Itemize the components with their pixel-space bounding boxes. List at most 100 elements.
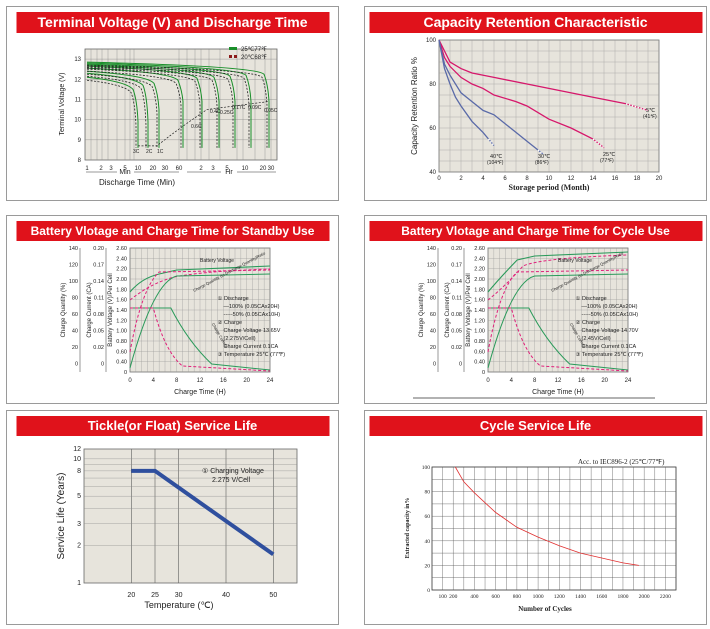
note-line: —100% (0.05CAx20H) <box>224 304 280 310</box>
charge-quantity-curve <box>129 273 271 369</box>
discharge-curve-25c <box>86 61 270 148</box>
note-line: ② Charge <box>218 319 243 326</box>
battery-voltage-curve <box>129 265 271 293</box>
y3-tick-label: 0 <box>124 370 127 376</box>
series-label-f: (77℉) <box>600 158 614 164</box>
x-tick-label: 16 <box>578 378 585 384</box>
series-label: 25℃ <box>603 152 616 158</box>
y-tick-label: 12 <box>73 446 81 453</box>
x-tick-label: 2 <box>459 176 463 182</box>
y-tick-label: 8 <box>78 158 82 164</box>
y3-tick-label: 1.80 <box>116 287 127 293</box>
x-tick-label: 30 <box>162 166 169 172</box>
discharge-curve-20c <box>86 70 182 148</box>
note-line-2: 2.275 V/Cell <box>212 477 251 484</box>
y3-tick-label: 0.40 <box>116 360 127 366</box>
x-tick-label: 1 <box>85 166 89 172</box>
y2-tick-label: 0.05 <box>93 328 104 334</box>
curve-label: 3C <box>133 149 140 155</box>
x-tick-label: 2 <box>99 166 103 172</box>
y1-tick-label: 40 <box>72 328 78 334</box>
x-tick-label: 2 <box>199 166 203 172</box>
y1-axis-label: Charge Quantity (%) <box>61 283 67 338</box>
curve-label: 0.09C <box>248 105 262 111</box>
x-tick-label: 5 <box>123 166 127 172</box>
x-axis-label: Charge Time (H) <box>174 389 226 396</box>
y3-tick-label: 1.60 <box>474 298 485 304</box>
curve-label: 0.05C <box>264 108 278 114</box>
discharge-curve-25c <box>86 72 149 148</box>
discharge-curve-25c <box>86 67 184 148</box>
x-tick-label: 10 <box>135 166 142 172</box>
discharge-curve-20c <box>86 79 137 148</box>
y-axis-label: Extracted capacity in% <box>405 498 411 559</box>
y-tick-label: 60 <box>425 514 431 520</box>
panel-standby-charge: Battery Vlotage and Charge Time for Stan… <box>6 215 339 404</box>
note-line: Charge Current 0.1CA <box>582 344 637 350</box>
discharge-curve-25c <box>86 64 220 148</box>
x-tick-label: 20 <box>656 176 663 182</box>
curve-label: 2C <box>146 149 153 155</box>
x-tick-label: 800 <box>513 594 522 600</box>
x-tick-label: 12 <box>555 378 562 384</box>
battery-voltage-label: Battery Voltage <box>200 258 234 264</box>
discharge-curve-20c <box>86 68 201 148</box>
y3-axis-label: Battery Voltage (V)/Per Cell <box>108 273 114 346</box>
y3-tick-label: 1.40 <box>474 308 485 314</box>
x-tick-label: 1400 <box>575 594 586 600</box>
y-tick-label: 40 <box>425 539 431 545</box>
y1-axis-label: Charge Quantity (%) <box>419 283 425 338</box>
note-line: (2.45V/Cell) <box>582 336 611 342</box>
y1-tick-label: 120 <box>427 262 436 268</box>
x-tick-label: 12 <box>197 378 204 384</box>
x-tick-label: 4 <box>152 378 156 384</box>
retention-curve <box>438 39 649 112</box>
y-tick-label: 1 <box>77 580 81 587</box>
series-label: 40℃ <box>490 154 503 160</box>
x-tick-label: 16 <box>220 378 227 384</box>
discharge-curve-20c <box>86 73 158 148</box>
x-tick-label: 100 <box>438 594 447 600</box>
retention-curve <box>438 39 495 147</box>
y1-tick-label: 80 <box>430 295 436 301</box>
y2-tick-label: 0 <box>459 361 462 367</box>
y3-tick-label: 0.80 <box>474 339 485 345</box>
y-tick-label: 10 <box>74 118 81 124</box>
x-tick-label: 20 <box>601 378 608 384</box>
y-tick-label: 60 <box>429 126 436 132</box>
y2-tick-label: 0.08 <box>93 312 104 318</box>
y-tick-label: 5 <box>77 493 81 500</box>
y2-axis-label: Charge Current (CA) <box>87 282 93 337</box>
y-axis-label: Terminal Voltage (V) <box>59 72 66 135</box>
y1-tick-label: 40 <box>430 328 436 334</box>
y1-tick-label: 80 <box>72 295 78 301</box>
x-tick-label: 20 <box>260 166 267 172</box>
curve-label: 0.4C <box>210 109 221 115</box>
panel-title: Cycle Service Life <box>369 416 702 436</box>
x-tick-label: 2000 <box>639 594 650 600</box>
y3-tick-label: 0.40 <box>474 360 485 366</box>
charge-current-curve <box>130 307 271 371</box>
x-axis-label: Storage period (Month) <box>509 183 590 192</box>
x-tick-label: 12 <box>568 176 575 182</box>
charge-current-curve <box>488 307 629 371</box>
note-line: (2.275V/Cell) <box>224 336 256 342</box>
x-tick-label: 10 <box>546 176 553 182</box>
x-tick-label: 18 <box>634 176 641 182</box>
battery-voltage-curve-50 <box>487 254 629 301</box>
x-tick-label: 60 <box>176 166 183 172</box>
curve-label: 0.17C <box>232 105 246 111</box>
discharge-curve-20c <box>86 64 268 148</box>
y3-tick-label: 2.60 <box>474 246 485 252</box>
note-line: ① Discharge <box>576 295 607 302</box>
y2-tick-label: 0.14 <box>451 279 462 285</box>
x-tick-label: 20 <box>127 592 135 599</box>
y3-tick-label: 1.80 <box>474 287 485 293</box>
service-life-curve <box>131 468 275 557</box>
note-line: —100% (0.05CAx20H) <box>582 304 638 310</box>
y3-tick-label: 2.20 <box>116 267 127 273</box>
y3-tick-label: 2.40 <box>116 256 127 262</box>
y2-tick-label: 0 <box>101 361 104 367</box>
series-label-f: (41℉) <box>643 114 657 120</box>
